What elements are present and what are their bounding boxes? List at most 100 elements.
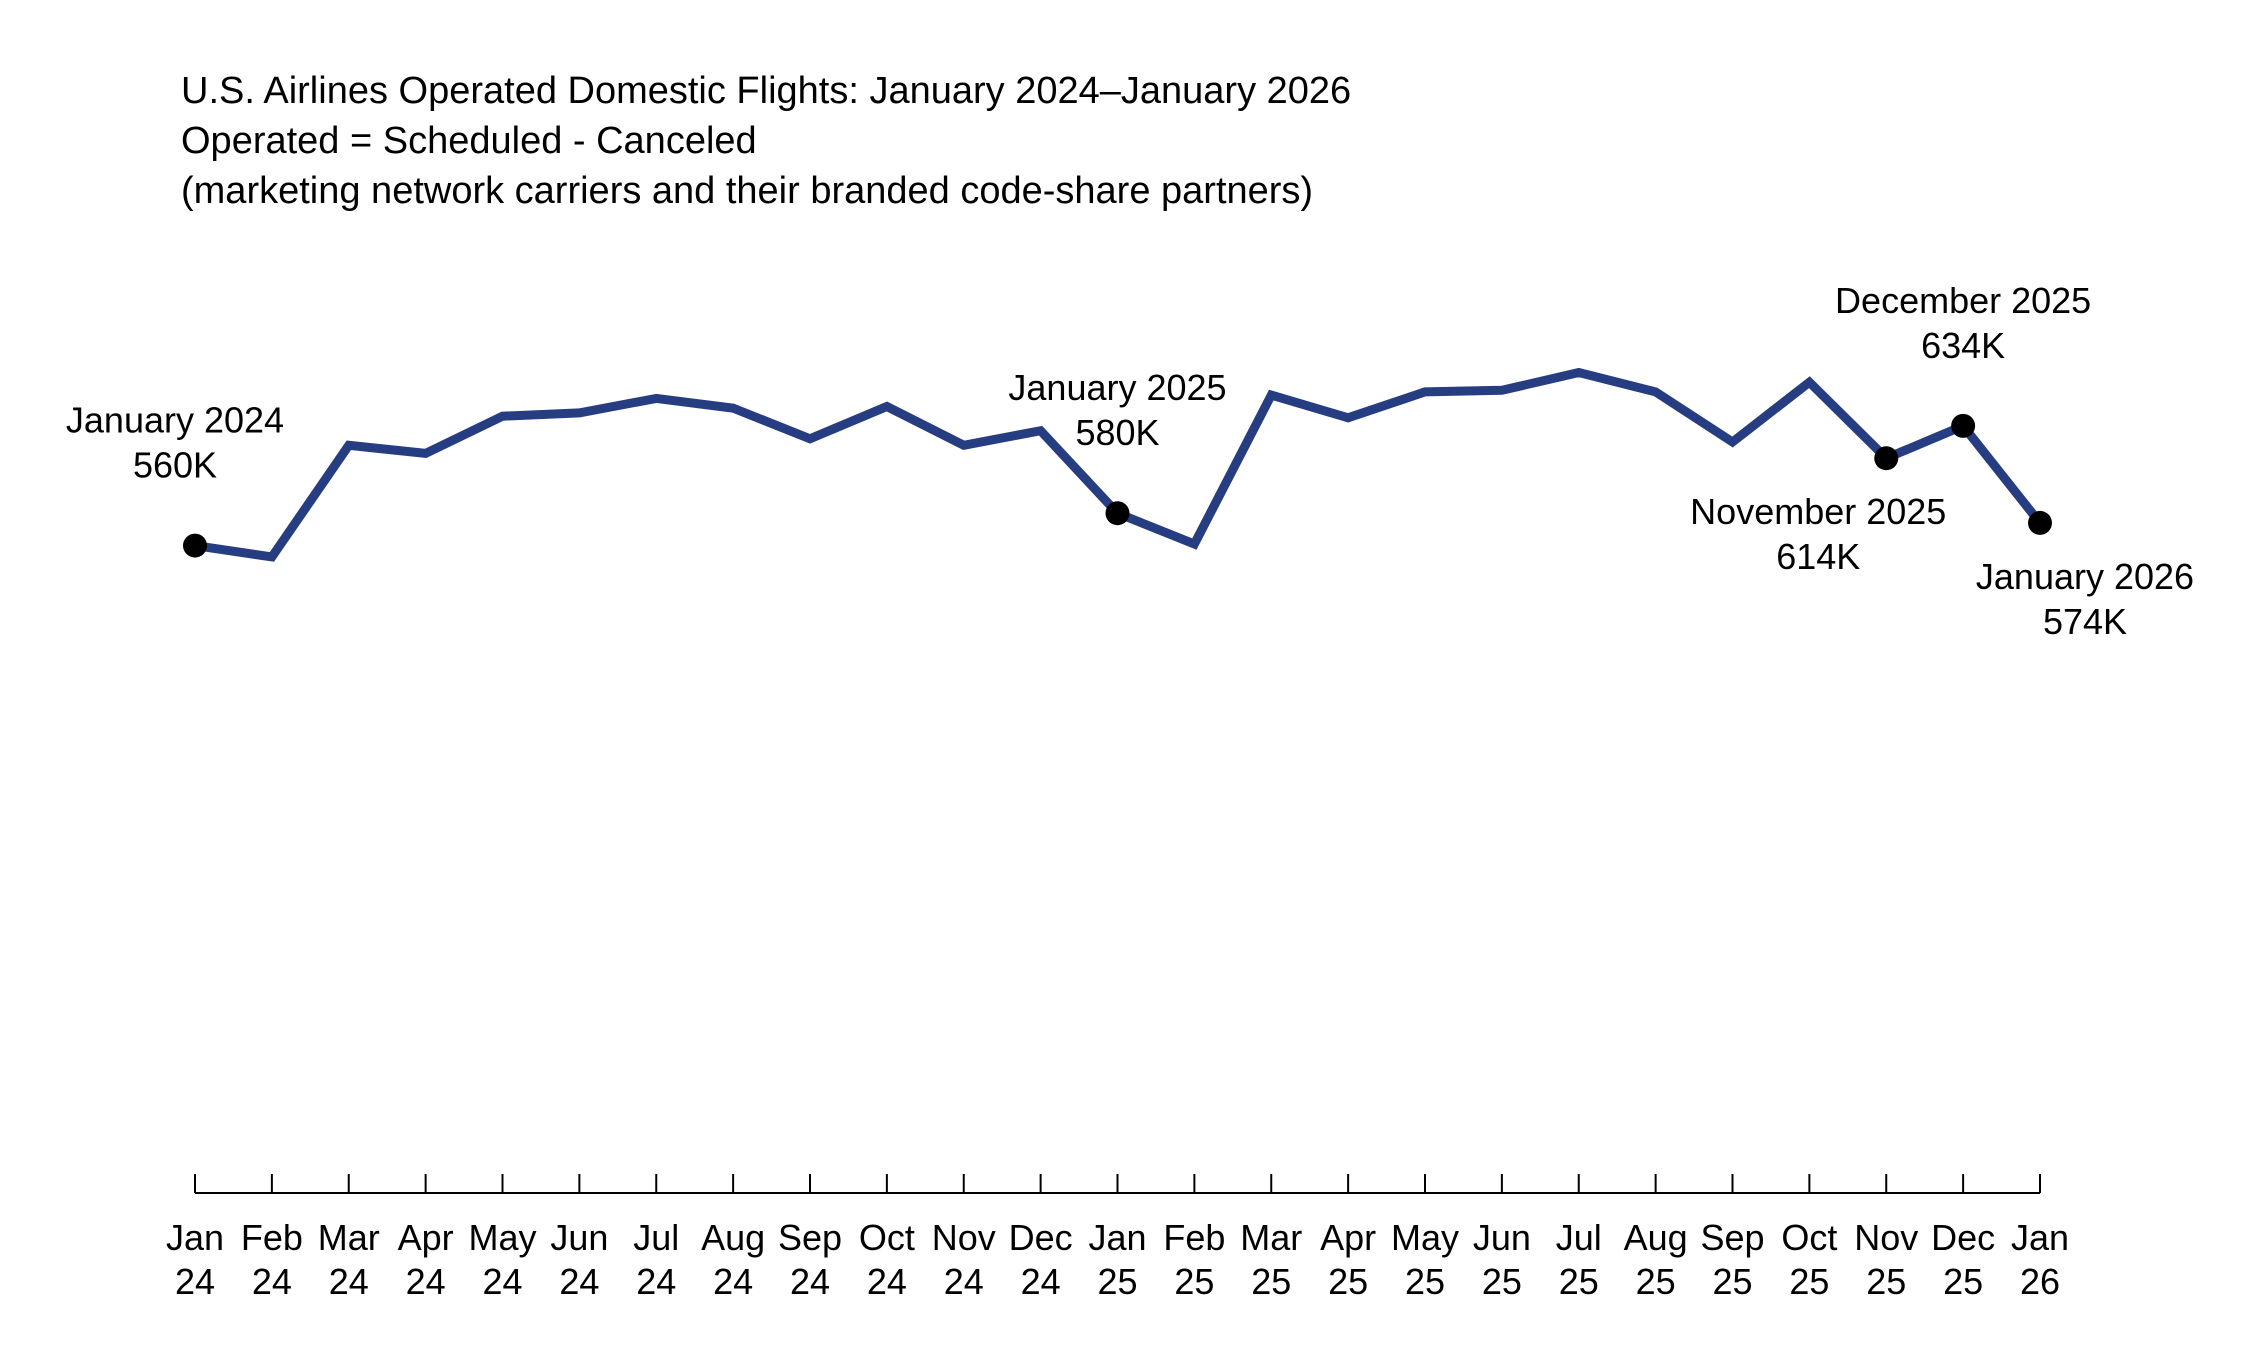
x-tick-label: Jul 25 xyxy=(1556,1217,1602,1302)
x-tick-label: Sep 25 xyxy=(1700,1217,1764,1302)
x-tick-label-line: 24 xyxy=(175,1261,215,1302)
data-point-marker xyxy=(1951,413,1976,438)
x-tick-label-line: Oct xyxy=(1781,1217,1837,1258)
x-tick-label-line: Apr xyxy=(398,1217,454,1258)
x-tick-label: Feb 24 xyxy=(241,1217,303,1302)
annotation-label: January 2025 580K xyxy=(1008,367,1226,453)
chart-title: U.S. Airlines Operated Domestic Flights:… xyxy=(181,70,1351,212)
x-tick-label-line: 24 xyxy=(944,1261,984,1302)
data-point-marker xyxy=(2028,510,2052,535)
data-point-marker xyxy=(183,533,207,558)
x-tick-label-line: Oct xyxy=(859,1217,915,1258)
x-tick-label-line: 24 xyxy=(252,1261,292,1302)
annotation-markers xyxy=(183,413,2052,558)
x-tick-label: May 24 xyxy=(468,1217,536,1302)
annotation-label-line: 580K xyxy=(1075,412,1159,453)
chart-title-line-1: U.S. Airlines Operated Domestic Flights:… xyxy=(181,70,1351,112)
chart-subtitle-line-3: (marketing network carriers and their br… xyxy=(181,170,1313,212)
x-tick-label-line: Jul xyxy=(1556,1217,1602,1258)
annotation-label-line: 614K xyxy=(1776,536,1860,577)
x-tick-label-line: 24 xyxy=(1021,1261,1061,1302)
x-tick-label-line: 24 xyxy=(790,1261,830,1302)
x-tick-label-line: Jan xyxy=(166,1217,224,1258)
x-tick-label-line: 26 xyxy=(2020,1261,2060,1302)
x-tick-label-line: Dec xyxy=(1931,1217,1995,1258)
annotation-label-line: November 2025 xyxy=(1690,491,1946,532)
x-tick-label: Jan 25 xyxy=(1088,1217,1146,1302)
x-tick-label-line: 25 xyxy=(1405,1261,1445,1302)
x-tick-label-line: Aug xyxy=(701,1217,765,1258)
x-tick-label-line: Nov xyxy=(932,1217,996,1258)
x-tick-label-line: 25 xyxy=(1097,1261,1137,1302)
data-point-marker xyxy=(1874,446,1899,471)
x-tick-label: Feb 25 xyxy=(1163,1217,1225,1302)
annotation-label-line: January 2024 xyxy=(66,400,284,441)
x-tick-label-line: Jun xyxy=(1473,1217,1531,1258)
annotation-label: December 2025 634K xyxy=(1835,280,2091,366)
x-tick-label: Aug 24 xyxy=(701,1217,765,1302)
x-tick-label-line: Nov xyxy=(1854,1217,1918,1258)
x-tick-label-line: Apr xyxy=(1320,1217,1376,1258)
x-tick-label: Apr 24 xyxy=(398,1217,454,1302)
x-tick-label: Nov 24 xyxy=(932,1217,996,1302)
x-tick-label: Jun 24 xyxy=(550,1217,608,1302)
x-tick-label-line: 24 xyxy=(636,1261,676,1302)
x-tick-label-line: Sep xyxy=(778,1217,842,1258)
x-tick-label: Jan 26 xyxy=(2011,1217,2069,1302)
x-axis-ticks xyxy=(194,1174,2041,1193)
x-tick-label-line: Feb xyxy=(1163,1217,1225,1258)
x-tick-label: Dec 24 xyxy=(1009,1217,1073,1302)
x-tick-label-line: 24 xyxy=(482,1261,522,1302)
annotation-label-line: 560K xyxy=(133,445,217,486)
x-tick-label-line: 24 xyxy=(406,1261,446,1302)
x-tick-label-line: Feb xyxy=(241,1217,303,1258)
x-tick-label-line: 25 xyxy=(1789,1261,1829,1302)
x-tick-label-line: 24 xyxy=(713,1261,753,1302)
x-tick-label-line: Sep xyxy=(1700,1217,1764,1258)
x-tick-label-line: 25 xyxy=(1866,1261,1906,1302)
x-tick-label: Apr 25 xyxy=(1320,1217,1376,1302)
x-tick-label: Mar 25 xyxy=(1240,1217,1302,1302)
x-tick-label-line: 24 xyxy=(559,1261,599,1302)
annotation-label-line: 634K xyxy=(1921,325,2005,366)
x-tick-label-line: Dec xyxy=(1009,1217,1073,1258)
x-tick-label-line: 25 xyxy=(1174,1261,1214,1302)
x-tick-label-line: Mar xyxy=(318,1217,380,1258)
x-tick-label: Nov 25 xyxy=(1854,1217,1918,1302)
x-tick-label: Jun 25 xyxy=(1473,1217,1531,1302)
x-tick-label: Jan 24 xyxy=(166,1217,224,1302)
x-tick-label-line: 25 xyxy=(1712,1261,1752,1302)
x-tick-label-line: 24 xyxy=(329,1261,369,1302)
x-tick-label: Aug 25 xyxy=(1624,1217,1688,1302)
x-tick-label: Jul 24 xyxy=(633,1217,679,1302)
data-point-marker xyxy=(1105,501,1130,526)
x-tick-label-line: 25 xyxy=(1328,1261,1368,1302)
x-tick-label-line: 25 xyxy=(1636,1261,1676,1302)
x-tick-label-line: Jun xyxy=(550,1217,608,1258)
annotation-label-line: January 2025 xyxy=(1008,367,1226,408)
annotation-label-line: December 2025 xyxy=(1835,280,2091,321)
x-tick-label: Oct 24 xyxy=(859,1217,915,1302)
annotation-label: January 2026 574K xyxy=(1976,556,2194,642)
x-tick-label: Sep 24 xyxy=(778,1217,842,1302)
x-tick-label-line: 25 xyxy=(1943,1261,1983,1302)
annotation-label-line: 574K xyxy=(2043,601,2127,642)
x-tick-label-line: 25 xyxy=(1251,1261,1291,1302)
x-tick-label-line: May xyxy=(468,1217,536,1258)
x-tick-label: Dec 25 xyxy=(1931,1217,1995,1302)
x-tick-label: Mar 24 xyxy=(318,1217,380,1302)
annotation-label-line: January 2026 xyxy=(1976,556,2194,597)
x-tick-label: Oct 25 xyxy=(1781,1217,1837,1302)
x-tick-label-line: 25 xyxy=(1559,1261,1599,1302)
x-tick-label-line: Aug xyxy=(1624,1217,1688,1258)
annotation-label: January 2024 560K xyxy=(66,400,284,486)
x-tick-label-line: Mar xyxy=(1240,1217,1302,1258)
x-tick-label-line: Jul xyxy=(633,1217,679,1258)
x-tick-label: May 25 xyxy=(1391,1217,1459,1302)
annotation-label: November 2025 614K xyxy=(1690,491,1946,577)
chart-subtitle-line-2: Operated = Scheduled - Canceled xyxy=(181,120,757,162)
annotation-labels: January 2024 560K January 2025 580K November… xyxy=(66,280,2194,642)
